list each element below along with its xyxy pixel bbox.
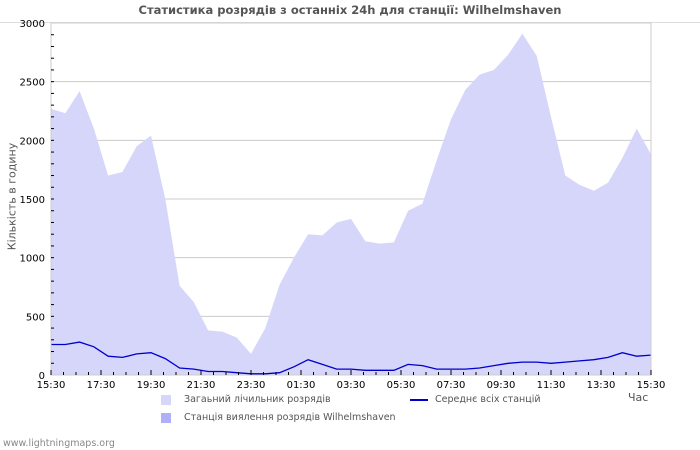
x-tick-label: 19:30: [137, 380, 166, 391]
x-tick-label: 11:30: [537, 380, 566, 391]
x-tick-label: 17:30: [87, 380, 116, 391]
x-tick-label: 09:30: [487, 380, 516, 391]
total-count-area: [51, 33, 651, 375]
x-tick-label: 03:30: [337, 380, 366, 391]
average-line: [51, 341, 652, 375]
chart-title: Статистика розрядів з останніх 24h для с…: [138, 3, 562, 17]
legend-swatch-total: [161, 395, 171, 405]
x-tick-label: 15:30: [37, 380, 66, 391]
y-tick-label: 3000: [20, 19, 45, 30]
legend-label-total: Загаьний лічильник розрядів: [184, 394, 331, 405]
x-tick-label: 01:30: [287, 380, 316, 391]
y-tick-label: 500: [26, 312, 45, 323]
legend-swatch-station: [161, 413, 171, 423]
x-tick-label: 13:30: [587, 380, 616, 391]
legend-label-station: Станція виялення розрядів Wilhelmshaven: [184, 412, 396, 423]
legend-swatch-average: [410, 399, 428, 401]
y-tick-label: 2500: [20, 78, 45, 89]
x-tick-label: 21:30: [187, 380, 216, 391]
x-tick-label: 05:30: [387, 380, 416, 391]
y-axis: 0 500 1000 1500 2000 2500 3000: [20, 19, 54, 382]
footer-link[interactable]: www.lightningmaps.org: [3, 438, 115, 449]
y-tick-label: 0: [39, 371, 45, 382]
x-tick-label: 07:30: [437, 380, 466, 391]
y-tick-label: 2000: [20, 136, 45, 147]
x-tick-label: 23:30: [237, 380, 266, 391]
legend-label-average: Середнє всіх станцій: [435, 394, 541, 405]
y-tick-label: 1500: [20, 195, 45, 206]
y-axis-label: Кількість в годину: [5, 142, 19, 251]
y-tick-label: 1000: [20, 254, 45, 265]
x-axis-label: Час: [628, 391, 649, 404]
x-tick-label: 15:30: [637, 380, 666, 391]
x-axis: 15:30 17:30 19:30 21:30 23:30 01:30 03:30 05:30…: [37, 370, 666, 391]
